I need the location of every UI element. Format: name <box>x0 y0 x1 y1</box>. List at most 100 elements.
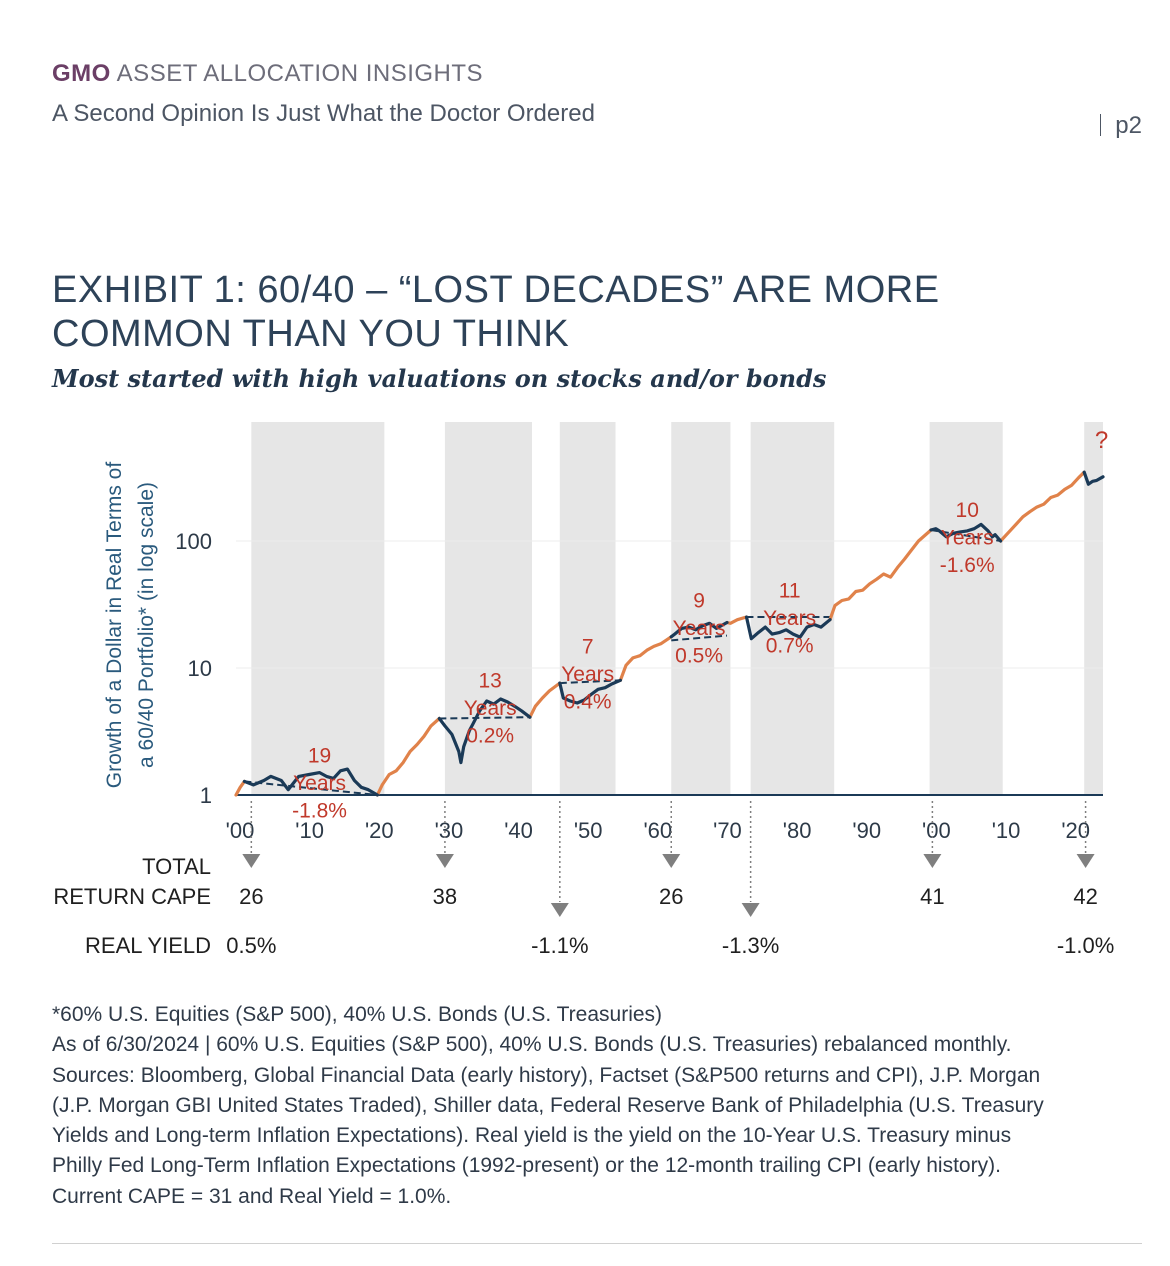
annotation-text: 0.5% <box>675 644 723 667</box>
x-tick-label: '80 <box>783 818 812 843</box>
shaded-period <box>929 422 1003 795</box>
shaded-period <box>444 422 532 795</box>
real-yield-value: -1.3% <box>722 933 779 958</box>
y-axis-title-line: a 60/40 Portfolio* (in log scale) <box>135 482 158 768</box>
series-line <box>234 779 246 797</box>
footnote-line: (J.P. Morgan GBI United States Traded), … <box>52 1093 1044 1117</box>
shaded-period <box>1084 422 1103 795</box>
footnotes: *60% U.S. Equities (S&P 500), 40% U.S. B… <box>52 1000 1142 1212</box>
footnote-line: As of 6/30/2024 | 60% U.S. Equities (S&P… <box>52 1033 1012 1057</box>
annotation-question-mark: ? <box>1095 427 1108 454</box>
x-tick-label: '50 <box>574 818 603 843</box>
y-axis-title-line: Growth of a Dollar in Real Terms of <box>103 462 126 789</box>
shaded-periods <box>251 422 1103 795</box>
series-line <box>929 522 1003 543</box>
series-lines <box>234 470 1105 797</box>
series-line <box>828 528 933 622</box>
x-tick-label: '60 <box>643 818 672 843</box>
x-tick-label: '90 <box>852 818 881 843</box>
footnote-line: Yields and Long-term Inflation Expectati… <box>52 1124 1012 1148</box>
footnote-line: *60% U.S. Equities (S&P 500), 40% U.S. B… <box>52 1003 663 1026</box>
exhibit-title: EXHIBIT 1: 60/40 – “LOST DECADES” ARE MO… <box>52 269 940 355</box>
cape-value: 26 <box>239 884 263 909</box>
real-yield-value: -1.1% <box>531 933 588 958</box>
brand-name: GMO <box>52 60 111 87</box>
cape-row-label: TOTAL <box>142 854 211 879</box>
report-series-title: GMO ASSET ALLOCATION INSIGHTS <box>52 60 483 88</box>
lost-decades-chart: 1 10 100 '00 '10 '20 '30 '40 '50 '60 '70 '80 '90 '00… <box>53 422 1114 958</box>
x-tick-label: '30 <box>435 818 464 843</box>
series-line <box>618 635 673 682</box>
x-tick-label: '40 <box>504 818 533 843</box>
bottom-divider <box>52 1243 1142 1244</box>
trend-line <box>439 716 530 720</box>
real-yield-value: -1.0% <box>1057 933 1114 958</box>
annotation-text: 7 <box>582 636 594 659</box>
cape-value: 42 <box>1073 884 1097 909</box>
annotation-text: 0.7% <box>766 634 814 657</box>
y-tick-label: 10 <box>188 656 212 681</box>
page-divider <box>1100 114 1102 136</box>
x-tick-label: '10 <box>295 818 324 843</box>
x-tick-label: '00 <box>226 818 255 843</box>
footnote-line: Current CAPE = 31 and Real Yield = 1.0%. <box>52 1184 452 1208</box>
y-tick-labels: 1 10 100 <box>175 529 212 808</box>
annotation-text: 0.4% <box>564 691 612 714</box>
series-line <box>558 678 623 705</box>
trend-line <box>559 679 621 685</box>
series-line <box>375 716 441 797</box>
y-axis-title: Growth of a Dollar in Real Terms of a 60/… <box>103 462 158 789</box>
series-line <box>1082 470 1105 486</box>
y-tick-label: 1 <box>200 783 212 808</box>
trend-line <box>244 780 378 796</box>
series-name: ASSET ALLOCATION INSIGHTS <box>116 60 484 87</box>
cape-value: 26 <box>659 884 683 909</box>
down-arrow-icon <box>1076 854 1095 868</box>
series-line <box>242 767 379 797</box>
down-arrow-icon <box>242 854 261 868</box>
gridlines <box>236 540 1103 669</box>
trend-line <box>671 634 728 642</box>
shaded-period <box>559 422 616 795</box>
annotation-text: Years <box>941 526 994 549</box>
x-tick-label: '00 <box>922 818 951 843</box>
valuation-markers: TOTAL RETURN CAPE REAL YIELD 26 38 26 41 42 0.5%… <box>53 801 1114 958</box>
page-label: p2 <box>1115 112 1142 139</box>
series-line <box>528 681 562 719</box>
annotation-text: 11 <box>779 579 801 602</box>
period-annotations: 19 Years -1.8% 13 Years 0.2% 7 Years 0.4% 9 Years 0… <box>292 427 1108 823</box>
cape-value: 38 <box>433 884 457 909</box>
report-subtitle: A Second Opinion Is Just What the Doctor… <box>52 100 595 127</box>
annotation-text: 0.2% <box>466 725 514 748</box>
footnote-line: Sources: Bloomberg, Global Financial Dat… <box>52 1063 1041 1087</box>
real-yield-value: 0.5% <box>226 933 276 958</box>
down-arrow-icon <box>662 854 681 868</box>
page-number: p2 <box>1100 112 1142 140</box>
annotation-text: Years <box>561 663 614 686</box>
shaded-period <box>671 422 731 795</box>
shaded-period <box>750 422 835 795</box>
series-line <box>998 470 1086 543</box>
real-yield-row-label: REAL YIELD <box>85 933 211 958</box>
lost-decade-trend-lines <box>244 529 1001 796</box>
annotation-text: 10 <box>956 499 979 522</box>
annotation-text: Years <box>293 772 346 795</box>
x-tick-label: '20 <box>365 818 394 843</box>
cape-row-label: RETURN CAPE <box>53 884 211 909</box>
shaded-period <box>251 422 385 795</box>
down-arrow-icon <box>741 903 760 917</box>
annotation-text: Years <box>763 607 816 630</box>
cape-value: 41 <box>920 884 944 909</box>
annotation-text: -1.8% <box>292 800 347 823</box>
annotation-text: 13 <box>479 670 502 693</box>
x-tick-labels: '00'10'20'30'40'50'60'70'80'90'00'10'20 <box>226 818 1090 843</box>
annotation-text: Years <box>464 697 517 720</box>
x-tick-label: '70 <box>713 818 742 843</box>
series-line <box>437 697 532 765</box>
series-line <box>669 620 729 639</box>
series-line <box>744 615 832 641</box>
annotation-text: 19 <box>308 745 331 768</box>
down-arrow-icon <box>923 854 942 868</box>
y-tick-label: 100 <box>175 529 212 554</box>
annotation-text: -1.6% <box>940 554 995 577</box>
